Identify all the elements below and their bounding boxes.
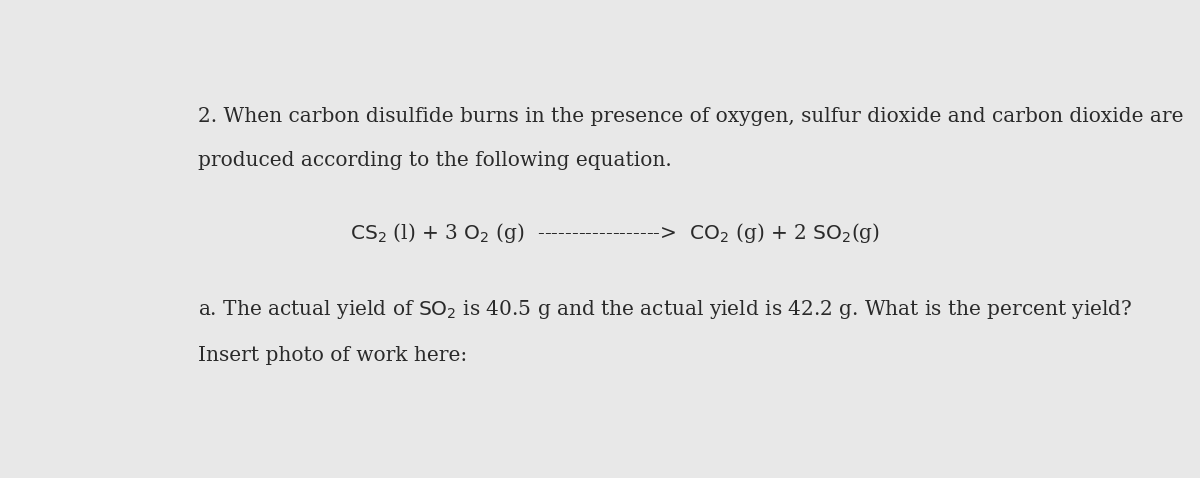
Text: 2. When carbon disulfide burns in the presence of oxygen, sulfur dioxide and car: 2. When carbon disulfide burns in the pr… xyxy=(198,107,1184,126)
Text: a. The actual yield of $\mathrm{SO_2}$ is 40.5 g and the actual yield is 42.2 g.: a. The actual yield of $\mathrm{SO_2}$ i… xyxy=(198,298,1133,321)
Text: produced according to the following equation.: produced according to the following equa… xyxy=(198,151,672,170)
Text: Insert photo of work here:: Insert photo of work here: xyxy=(198,346,468,365)
Text: $\mathrm{CS_2}$ (l) + 3 $\mathrm{O_2}$ (g)  ------------------>  $\mathrm{CO_2}$: $\mathrm{CS_2}$ (l) + 3 $\mathrm{O_2}$ (… xyxy=(350,221,880,245)
